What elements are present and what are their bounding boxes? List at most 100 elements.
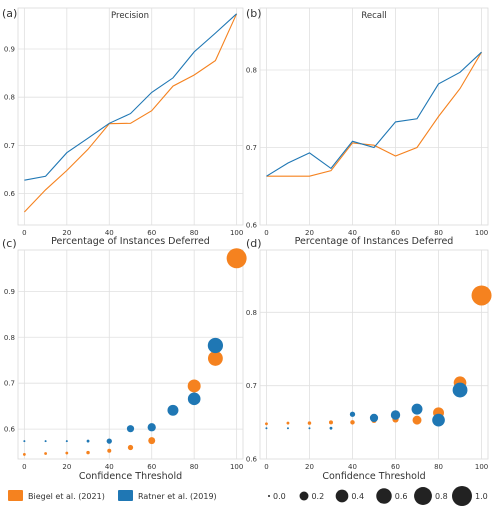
series-line-ratner <box>266 51 482 177</box>
size-legend-label: 0.8 <box>435 492 448 501</box>
size-legend-label: 1.0 <box>475 492 488 501</box>
size-legend-label: 0.2 <box>311 492 324 501</box>
x-tick-label: 80 <box>434 229 443 237</box>
data-point-biegel <box>127 444 134 451</box>
x-tick-label: 100 <box>230 463 243 471</box>
data-point-ratner <box>329 426 333 430</box>
panel-label: (a) <box>2 7 17 20</box>
data-point-biegel <box>22 452 26 456</box>
y-tick-label: 0.8 <box>4 334 15 342</box>
x-tick-label: 100 <box>230 229 243 237</box>
panel-a: 0 20 40 60 80 100 0.6 0.7 0.8 0.9 (a) Precision Perc… <box>2 7 244 247</box>
legend-swatch-ratner <box>118 490 133 501</box>
data-point-biegel <box>107 448 112 453</box>
y-tick-label: 0.7 <box>4 380 15 388</box>
panel-b: 0 20 40 60 80 100 0.6 0.7 0.8 (b) Recall Percentage… <box>246 7 489 247</box>
x-tick-label: 20 <box>62 463 71 471</box>
x-tick-label: 60 <box>391 229 400 237</box>
size-legend-label: 0.0 <box>273 492 286 501</box>
size-legend-marker <box>376 488 392 504</box>
x-tick-label: 60 <box>147 463 156 471</box>
data-point-biegel <box>350 420 355 425</box>
data-point-biegel <box>471 285 492 306</box>
x-tick-label: 0 <box>22 229 26 237</box>
panel-title: Precision <box>111 11 149 21</box>
data-point-biegel <box>44 452 48 455</box>
x-tick-label: 0 <box>264 463 268 471</box>
y-tick-label: 0.7 <box>246 382 257 390</box>
x-axis-label: Percentage of Instances Deferred <box>51 236 210 247</box>
plot-area <box>259 249 489 460</box>
data-point-ratner <box>65 440 68 443</box>
data-point-ratner <box>106 438 112 444</box>
x-tick-label: 40 <box>105 229 114 237</box>
y-tick-label: 0.7 <box>4 142 15 150</box>
data-point-ratner <box>349 411 356 417</box>
panel-title: Recall <box>361 11 386 21</box>
plot-area <box>259 7 489 226</box>
data-point-ratner <box>44 440 47 443</box>
x-tick-label: 20 <box>305 463 314 471</box>
x-axis-label: Confidence Threshold <box>79 471 182 482</box>
legend-label-ratner: Ratner et al. (2019) <box>138 492 217 501</box>
y-tick-label: 0.9 <box>4 288 15 296</box>
data-point-ratner <box>432 413 445 427</box>
data-point-ratner <box>390 410 401 420</box>
data-point-biegel <box>226 248 247 269</box>
panel-d: 0 20 40 60 80 100 0.6 0.7 0.8 (d) Confidence Thres… <box>246 237 492 482</box>
data-point-biegel <box>86 450 90 455</box>
y-tick-label: 0.8 <box>4 94 15 102</box>
plot-area <box>17 7 244 226</box>
data-point-ratner <box>167 404 179 416</box>
x-tick-label: 40 <box>348 229 357 237</box>
data-point-ratner <box>207 337 224 354</box>
data-point-ratner <box>147 423 156 432</box>
size-legend-marker <box>268 495 270 497</box>
data-point-biegel <box>148 437 156 445</box>
x-tick-label: 100 <box>475 463 488 471</box>
data-point-ratner <box>265 427 268 430</box>
data-point-ratner <box>411 403 423 415</box>
data-point-biegel <box>328 420 333 425</box>
x-axis-label: Percentage of Instances Deferred <box>295 236 454 247</box>
x-tick-label: 20 <box>305 229 314 237</box>
data-point-ratner <box>369 413 379 423</box>
y-tick-label: 0.7 <box>246 144 257 152</box>
data-point-ratner <box>86 439 90 443</box>
data-point-biegel <box>65 451 69 455</box>
data-point-biegel <box>187 379 201 393</box>
data-point-ratner <box>308 427 311 430</box>
x-tick-label: 0 <box>264 229 268 237</box>
data-point-ratner <box>452 382 468 398</box>
data-point-biegel <box>207 350 223 366</box>
plot-area <box>17 249 244 460</box>
data-point-ratner <box>286 427 289 430</box>
data-point-ratner <box>23 440 26 443</box>
panel-label: (b) <box>246 7 262 20</box>
x-tick-label: 0 <box>22 463 26 471</box>
data-point-biegel <box>412 415 422 425</box>
legend-label-biegel: Biegel et al. (2021) <box>28 492 105 501</box>
y-tick-label: 0.6 <box>4 190 16 198</box>
x-axis-label: Confidence Threshold <box>322 471 425 482</box>
size-legend-label: 0.4 <box>351 492 364 501</box>
data-point-biegel <box>307 421 312 425</box>
x-tick-label: 60 <box>147 229 156 237</box>
size-legend-marker <box>414 487 432 505</box>
size-legend-marker <box>452 486 472 506</box>
size-legend-marker <box>335 489 349 503</box>
data-point-ratner <box>187 392 201 406</box>
x-tick-label: 100 <box>475 229 488 237</box>
series-line-biegel <box>24 13 238 213</box>
series-line-ratner <box>24 13 237 181</box>
panel-label: (d) <box>246 237 262 250</box>
panel-c: 0 20 40 60 80 100 0.6 0.7 0.8 0.9 (c) Confidence Th… <box>2 237 247 482</box>
data-point-biegel <box>265 422 268 426</box>
y-tick-label: 0.6 <box>246 456 258 464</box>
data-point-biegel <box>286 421 290 425</box>
legend-swatch-biegel <box>8 490 23 501</box>
legend: Biegel et al. (2021) Ratner et al. (2019… <box>8 490 217 501</box>
x-tick-label: 40 <box>105 463 114 471</box>
y-tick-label: 0.6 <box>4 426 16 434</box>
